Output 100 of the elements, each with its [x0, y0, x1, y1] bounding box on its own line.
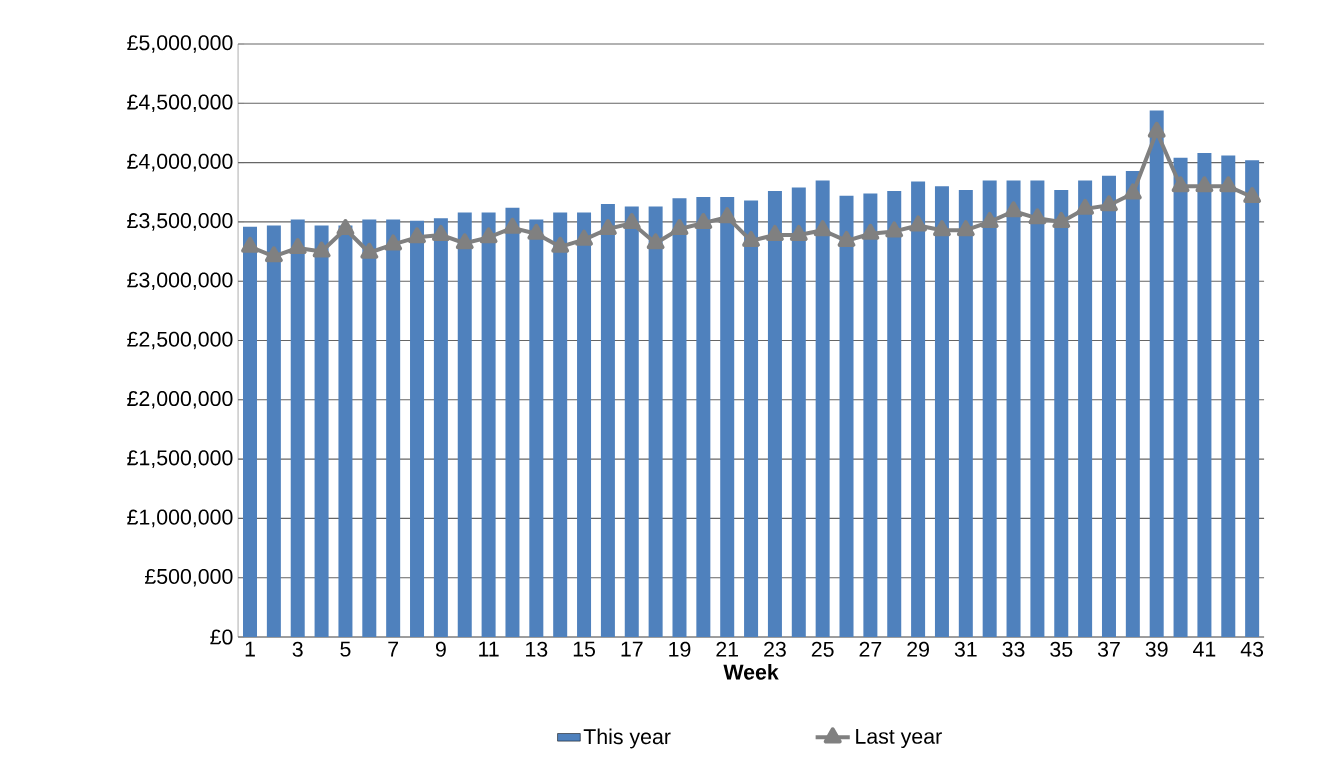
point: [622, 213, 641, 230]
x-tick-label: 5: [340, 641, 351, 657]
point: [980, 211, 999, 228]
bar: [362, 219, 377, 637]
point: [264, 246, 283, 263]
point: [455, 233, 474, 250]
point: [1171, 176, 1190, 193]
point: [312, 241, 331, 258]
bar: [577, 212, 592, 637]
point: [1243, 187, 1262, 203]
bar: [648, 206, 663, 637]
x-tick-label: 41: [1193, 641, 1216, 657]
point: [575, 229, 593, 246]
x-tick-label: 43: [1240, 641, 1264, 657]
point: [837, 230, 856, 247]
point: [1219, 176, 1238, 193]
point: [933, 220, 951, 237]
bar: [457, 212, 472, 637]
bar: [839, 195, 854, 637]
y-tick-label: £2,500,000: [127, 331, 233, 350]
point: [1147, 121, 1166, 138]
bar: [815, 180, 830, 637]
bar: [696, 197, 711, 637]
point: [718, 207, 737, 224]
bar: [314, 225, 329, 637]
bar: [290, 219, 305, 637]
bar: [1030, 180, 1045, 637]
bar: [1197, 153, 1212, 637]
point: [1004, 201, 1023, 218]
bar: [624, 206, 639, 637]
bar: [1221, 155, 1236, 637]
point: [1123, 183, 1142, 200]
x-tick-label: 37: [1097, 641, 1120, 657]
point: [694, 213, 713, 230]
y-tick-label: £1,500,000: [127, 450, 233, 468]
x-tick-label: 13: [526, 641, 548, 657]
bar: [1054, 189, 1069, 637]
point: [1076, 198, 1095, 215]
bar: [863, 193, 878, 637]
point: [742, 230, 760, 247]
bar: [958, 189, 973, 637]
x-tick-label: 19: [669, 641, 691, 657]
point: [861, 223, 880, 240]
bar: [481, 212, 496, 637]
x-tick-label: 29: [907, 641, 929, 657]
bar: [887, 191, 902, 637]
bar: [338, 225, 353, 637]
bar: [1149, 110, 1164, 637]
point: [646, 233, 665, 250]
point: [813, 220, 832, 237]
point: [551, 236, 570, 253]
x-tick-label: 21: [716, 641, 739, 657]
x-tick-label: 27: [859, 641, 882, 657]
point: [909, 215, 928, 232]
point: [503, 217, 522, 234]
bar: [911, 181, 926, 637]
point: [408, 227, 426, 244]
bar: [720, 197, 735, 637]
point: [789, 224, 808, 241]
x-tick-label: 23: [764, 641, 786, 657]
x-tick-label: 33: [1002, 641, 1025, 657]
point: [431, 224, 450, 241]
point: [1052, 211, 1071, 228]
x-tick-label: 17: [621, 641, 643, 657]
legend-label: Last year: [856, 728, 942, 749]
bar: [1006, 180, 1021, 637]
point: [360, 242, 379, 259]
bar: [934, 186, 949, 637]
point: [670, 219, 689, 236]
bar: [791, 187, 806, 637]
bar: [553, 212, 568, 637]
point: [527, 223, 546, 240]
point: [1195, 176, 1214, 193]
legend-label: This year: [583, 728, 671, 749]
point: [288, 237, 307, 254]
bar: [266, 225, 281, 637]
y-tick-label: £0: [210, 629, 233, 645]
point: [956, 220, 975, 237]
point: [766, 224, 784, 241]
x-tick-label: 31: [954, 641, 977, 657]
bar: [386, 219, 401, 637]
point: [336, 219, 355, 236]
y-tick-label: £500,000: [144, 568, 233, 587]
x-tick-label: 35: [1050, 641, 1073, 657]
bar: [1173, 157, 1188, 637]
bar: [1245, 160, 1260, 637]
bar: [672, 198, 687, 637]
x-tick-label: 1: [245, 641, 255, 657]
x-tick-label: 3: [292, 641, 303, 657]
bar: [433, 218, 448, 637]
x-tick-label: 25: [811, 641, 834, 657]
x-tick-label: 11: [479, 641, 499, 657]
bar: [1101, 175, 1116, 637]
bar: [243, 226, 257, 637]
x-axis-title: Week: [723, 663, 779, 680]
bar: [529, 219, 544, 637]
bar: [982, 180, 997, 637]
x-tick-label: 15: [573, 641, 595, 657]
x-tick-label: 39: [1145, 641, 1168, 657]
bar: [1078, 180, 1093, 637]
